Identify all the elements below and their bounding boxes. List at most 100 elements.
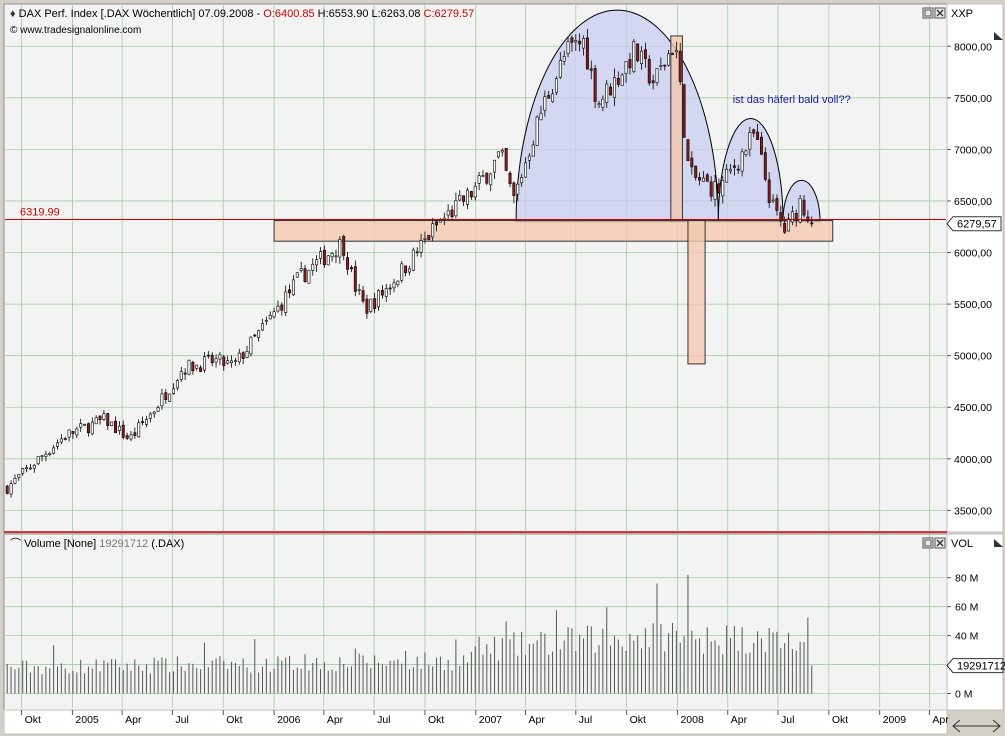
candle-body	[284, 291, 288, 313]
candle-body	[701, 177, 705, 182]
candle-body	[315, 259, 319, 266]
candle-body	[75, 428, 79, 436]
candle-body	[655, 68, 659, 83]
candle-body	[810, 222, 814, 225]
candles	[5, 28, 814, 498]
candle-body	[106, 413, 110, 427]
candle-body	[148, 413, 152, 419]
candle-body	[682, 84, 686, 138]
candle-body	[179, 371, 183, 380]
candle-body	[156, 407, 160, 412]
candle-body	[450, 209, 454, 218]
candle-body	[698, 177, 702, 181]
candle-body	[160, 393, 164, 407]
time-tick-label: Apr	[125, 714, 142, 726]
candle-body	[686, 139, 690, 162]
candle-body	[408, 268, 411, 273]
candle-body	[473, 186, 477, 198]
last-volume-marker: 19291712	[946, 658, 1005, 674]
candle-body	[736, 168, 740, 171]
time-tick-label: 2006	[277, 714, 301, 726]
volume-scroll-icon[interactable]	[994, 539, 1003, 547]
candle-body	[671, 53, 674, 55]
time-scroll-handle-icon[interactable]	[952, 719, 1001, 733]
candle-body	[752, 129, 756, 134]
candle-body	[516, 183, 520, 195]
source-label: © www.tradesignalonline.com	[10, 25, 141, 36]
candle-body	[767, 179, 771, 203]
time-tick-label: Jul	[175, 714, 188, 726]
candle-body	[257, 330, 261, 338]
candle-body	[539, 112, 543, 121]
candle-body	[110, 421, 114, 427]
volume-tick-label: 40 M	[955, 631, 978, 643]
price-close-button[interactable]	[934, 7, 946, 19]
candle-body	[334, 255, 338, 258]
time-tick-label: 2007	[479, 714, 503, 726]
candle-body	[261, 323, 264, 331]
candle-body	[628, 59, 632, 69]
level-line-label: 6319.99	[20, 207, 60, 219]
candle-body	[307, 269, 311, 284]
price-restore-button[interactable]	[922, 7, 934, 19]
candle-body	[52, 447, 56, 454]
volume-close-button[interactable]	[934, 537, 946, 549]
candle-body	[199, 367, 203, 372]
time-tick-label: Okt	[25, 714, 41, 726]
candle-body	[195, 364, 199, 369]
last-volume-label: 19291712	[957, 661, 1005, 673]
time-tick-label: Apr	[731, 714, 748, 726]
candle-body	[400, 263, 404, 281]
candle-body	[771, 199, 775, 202]
candle-body	[566, 41, 570, 54]
candle-body	[794, 213, 798, 220]
pattern-annotation[interactable]: ist das häferl bald voll??	[733, 94, 851, 106]
candle-body	[779, 212, 783, 222]
time-tick-label: Jul	[781, 714, 794, 726]
price-axis-unit: XXP	[951, 8, 973, 20]
time-tick-label: Okt	[226, 714, 242, 726]
candle-body	[233, 360, 237, 362]
candle-body	[56, 442, 59, 447]
candle-body	[717, 183, 721, 194]
candle-body	[524, 162, 527, 178]
candle-body	[40, 455, 44, 458]
candle-body	[709, 181, 713, 197]
time-tick-label: Apr	[932, 714, 949, 726]
price-tick-label: 7500,00	[954, 93, 992, 105]
candle-body	[729, 168, 732, 172]
volume-axis-unit: VOL	[951, 538, 973, 550]
candle-body	[125, 435, 129, 439]
candle-body	[59, 438, 63, 443]
candle-body	[597, 103, 601, 106]
candle-body	[481, 175, 485, 177]
candle-body	[512, 182, 516, 196]
candle-body	[705, 174, 709, 182]
candle-body	[303, 268, 307, 282]
candle-body	[129, 434, 133, 440]
candle-body	[322, 249, 326, 266]
price-tick-label: 5000,00	[954, 351, 992, 363]
volume-restore-button[interactable]	[922, 537, 934, 549]
candle-body	[187, 359, 191, 375]
candle-body	[790, 211, 794, 223]
candle-body	[183, 372, 187, 375]
candle-body	[802, 199, 806, 216]
candle-body	[141, 421, 145, 424]
candle-body	[17, 474, 21, 478]
candle-body	[496, 151, 500, 158]
candle-body	[346, 257, 350, 270]
candle-body	[585, 37, 589, 70]
candle-body	[477, 175, 481, 184]
candle-body	[222, 356, 226, 366]
copyright-icon: ©	[10, 25, 20, 36]
candle-body	[71, 431, 75, 434]
time-tick-label: Apr	[529, 714, 546, 726]
candle-body	[636, 43, 640, 62]
price-scroll-icon[interactable]	[994, 32, 1003, 40]
price-grid	[5, 5, 946, 531]
volume-tick-label: 0 M	[955, 689, 973, 701]
candle-body	[21, 468, 25, 474]
candle-body	[164, 392, 168, 400]
